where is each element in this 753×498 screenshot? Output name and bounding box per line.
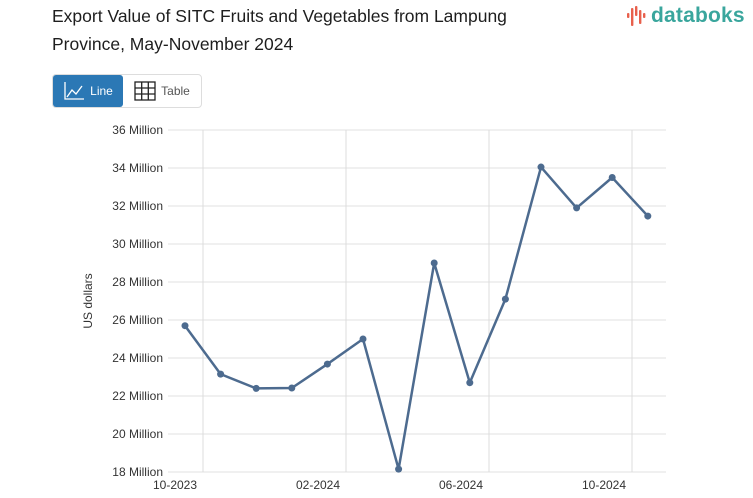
line-view-button[interactable]: Line xyxy=(53,75,123,107)
logo-text: databoks xyxy=(651,4,745,27)
y-axis: 18 Million 20 Million 22 Million 24 Million… xyxy=(112,123,163,479)
y-tick-label: 34 Million xyxy=(112,161,163,175)
data-point[interactable] xyxy=(608,174,616,181)
data-point[interactable] xyxy=(217,370,225,378)
data-point[interactable] xyxy=(323,360,331,368)
data-point[interactable] xyxy=(395,465,403,473)
x-tick-label: 10-2023 xyxy=(153,478,197,492)
y-tick-label: 22 Million xyxy=(112,389,163,403)
data-point[interactable] xyxy=(252,384,260,392)
y-tick-label: 28 Million xyxy=(112,275,163,289)
data-point[interactable] xyxy=(573,204,581,212)
data-point[interactable] xyxy=(501,295,509,303)
series-line xyxy=(183,165,649,471)
data-point[interactable] xyxy=(466,379,474,387)
chart-grid xyxy=(168,129,666,473)
x-tick-label: 06-2024 xyxy=(439,478,483,492)
x-axis: 10-2023 02-2024 06-2024 10-2024 xyxy=(153,478,626,492)
data-series xyxy=(181,163,652,473)
y-tick-label: 26 Million xyxy=(112,313,163,327)
data-point[interactable] xyxy=(288,384,296,392)
y-axis-title: US dollars xyxy=(81,273,95,328)
data-point[interactable] xyxy=(537,163,545,171)
line-view-label: Line xyxy=(90,84,113,98)
table-view-label: Table xyxy=(161,84,190,98)
chart-title: Export Value of SITC Fruits and Vegetabl… xyxy=(52,6,507,54)
table-grid-icon xyxy=(134,81,156,101)
x-tick-label: 02-2024 xyxy=(296,478,340,492)
y-tick-label: 32 Million xyxy=(112,199,163,213)
y-tick-label: 30 Million xyxy=(112,237,163,251)
logo-bars-icon xyxy=(627,6,646,26)
table-view-button[interactable]: Table xyxy=(123,75,201,107)
y-tick-label: 20 Million xyxy=(112,427,163,441)
line-chart-icon xyxy=(64,82,85,100)
data-point[interactable] xyxy=(181,322,189,330)
y-tick-label: 36 Million xyxy=(112,123,163,137)
data-point[interactable] xyxy=(359,335,367,343)
databoks-logo: databoks xyxy=(626,4,745,28)
x-tick-label: 10-2024 xyxy=(582,478,626,492)
y-tick-label: 24 Million xyxy=(112,351,163,365)
view-toggle: Line Table xyxy=(52,74,202,108)
y-tick-label: 18 Million xyxy=(112,465,163,479)
data-point[interactable] xyxy=(430,259,438,267)
data-point[interactable] xyxy=(644,212,652,220)
